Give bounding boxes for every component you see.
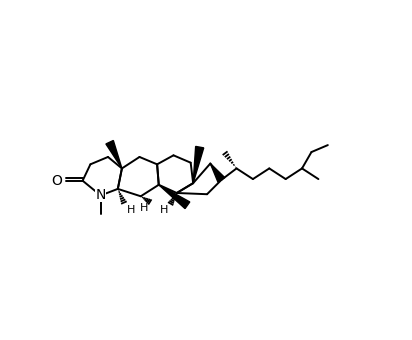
Polygon shape	[193, 147, 204, 183]
Polygon shape	[159, 185, 190, 209]
Polygon shape	[106, 140, 122, 168]
Text: O: O	[51, 174, 62, 188]
Text: H: H	[159, 205, 168, 215]
Polygon shape	[211, 164, 225, 182]
Text: H: H	[140, 203, 148, 213]
Text: H: H	[127, 205, 135, 215]
Text: N: N	[96, 188, 106, 202]
